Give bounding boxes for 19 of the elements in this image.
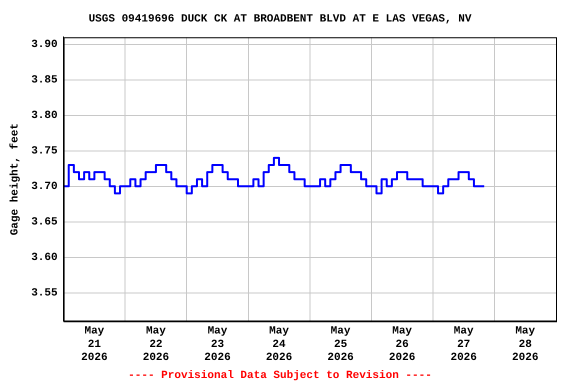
chart-title: USGS 09419696 DUCK CK AT BROADBENT BLVD AT E LAS VEGAS, NV [88, 13, 472, 26]
y-tick-label: 3.90 [31, 39, 58, 52]
y-axis-title: Gage height, feet [8, 123, 22, 236]
x-tick-label: May 24 2026 [266, 326, 292, 364]
x-tick-label: May 23 2026 [204, 326, 231, 364]
x-tick-label: May 28 2026 [512, 326, 538, 364]
x-tick-label: May 21 2026 [81, 326, 108, 364]
y-tick-label: 3.65 [31, 216, 58, 229]
x-tick-label: May 26 2026 [388, 326, 416, 364]
x-tick-label: May 25 2026 [327, 326, 354, 364]
y-tick-label: 3.70 [31, 181, 58, 194]
x-tick-label: May 27 2026 [450, 326, 477, 364]
y-tick-label: 3.75 [31, 146, 58, 158]
text: ---- Provisional Data Subject to Revision ---- [128, 370, 432, 382]
y-tick-label: 3.85 [31, 74, 58, 87]
x-tick-label: May 22 2026 [142, 326, 170, 364]
y-tick-label: 3.80 [31, 110, 58, 122]
y-tick-label: 3.55 [31, 288, 58, 300]
y-tick-label: 3.60 [31, 252, 58, 264]
